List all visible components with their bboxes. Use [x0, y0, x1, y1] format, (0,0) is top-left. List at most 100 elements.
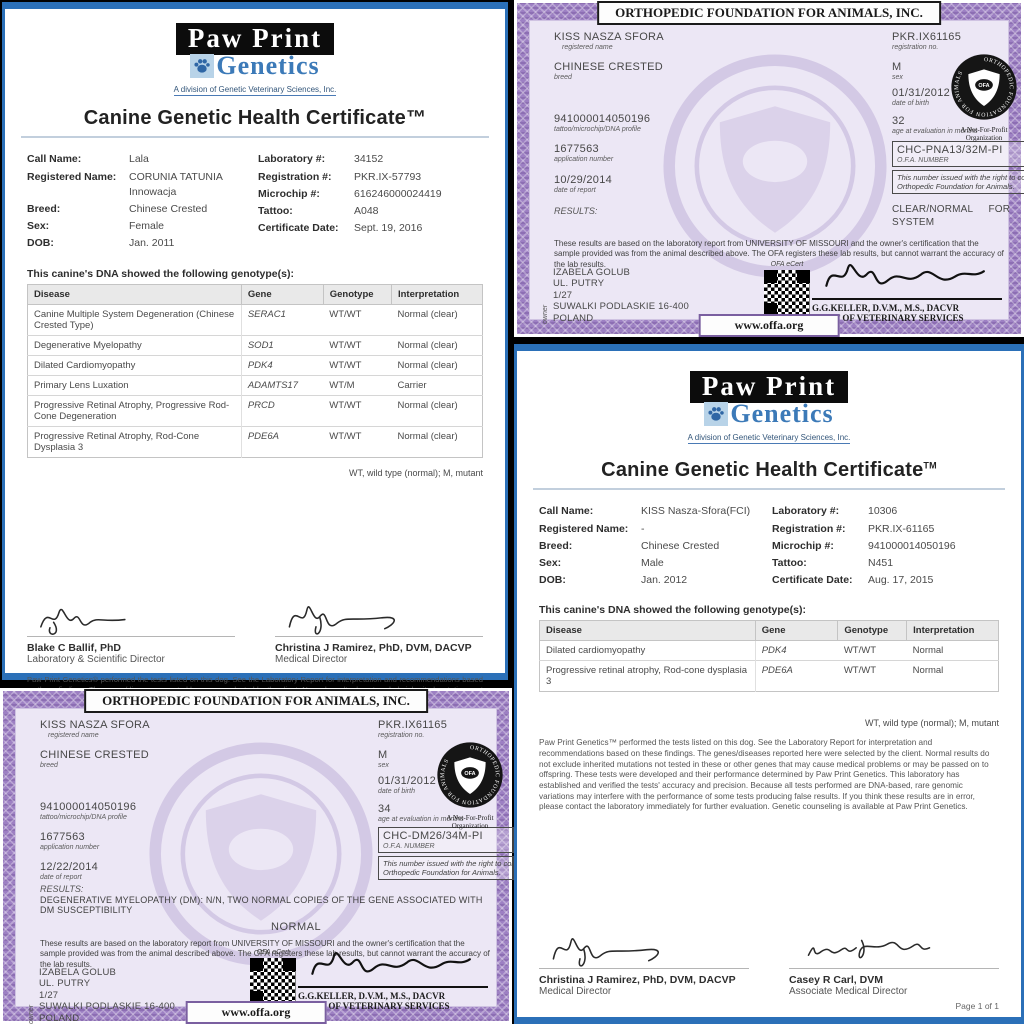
paw-icon: [704, 402, 729, 427]
nonprofit-caption: A Not-For-Profit Organization: [960, 126, 1008, 142]
ofa-watermark-seal: [149, 742, 373, 966]
ofa-certificate-top: ORTHOPEDIC FOUNDATION FOR ANIMALS, INC. …: [514, 0, 1024, 337]
age-months: 34: [378, 803, 391, 815]
field-label: Sex:: [539, 557, 562, 569]
signer-name: Casey R Carl, DVM: [789, 974, 883, 986]
cell-disease: Progressive Retinal Atrophy, Rod-Cone Dy…: [27, 425, 242, 458]
date-of-birth: 01/31/2012: [378, 775, 437, 787]
ofa-number: CHC-DM26/34M-PI: [383, 830, 483, 842]
certificate-title: Canine Genetic Health Certificate™: [83, 107, 427, 130]
field-label: Tattoo:: [258, 205, 293, 217]
genotype-heading: This canine's DNA showed the following g…: [539, 604, 806, 617]
cell-gene: PDE6A: [755, 660, 838, 692]
ofa-number-note: This number issued with the right to cor…: [892, 169, 1024, 194]
sex: M: [892, 61, 902, 73]
breed-label: breed: [554, 73, 572, 81]
ofa-number-label: O.F.A. NUMBER: [897, 156, 949, 164]
field-label: Laboratory #:: [258, 153, 326, 166]
registered-name: KISS NASZA SFORA: [554, 31, 664, 43]
page-number: Page 1 of 1: [955, 1001, 999, 1011]
microchip-profile: 941000014050196: [554, 113, 651, 125]
ecert-label: OFA eCert: [256, 949, 290, 956]
breed: CHINESE CRESTED: [554, 61, 664, 73]
cell-gene: ADAMTS17: [241, 374, 324, 396]
cell-interpretation: Normal (clear): [391, 334, 483, 356]
application-number-label: application number: [40, 843, 100, 851]
field-value: Female: [129, 220, 165, 233]
field-value: Chinese Crested: [129, 203, 208, 215]
cell-disease: Dilated cardiomyopathy: [539, 640, 756, 661]
cell-genotype: WT/M: [323, 374, 392, 396]
signature-christina: [275, 596, 483, 637]
title-divider: [533, 488, 1005, 491]
cell-gene: PDK4: [241, 354, 324, 376]
owner-country: POLAND: [39, 1012, 80, 1024]
qr-code: [764, 270, 810, 316]
field-label: Microchip #:: [772, 539, 834, 552]
table-row: Dilated Cardiomyopathy PDK4 WT/WT Normal (c…: [27, 354, 483, 376]
cell-interpretation: Normal: [906, 640, 999, 661]
results-label: RESULTS:: [554, 206, 598, 216]
field-label: Breed:: [539, 539, 573, 552]
registered-name: KISS NASZA SFORA: [40, 719, 150, 731]
field-label: Call Name:: [27, 153, 82, 166]
column-header-genotype: Genotype: [322, 283, 392, 305]
pawprint-logo-tagline: A division of Genetic Veterinary Science…: [687, 433, 851, 445]
field-value: 34152: [354, 153, 384, 166]
ofa-header: ORTHOPEDIC FOUNDATION FOR ANIMALS, INC.: [597, 1, 941, 25]
field-value: CORUNIA TATUNIA Innowacja: [129, 170, 223, 198]
ofa-website: www.offa.org: [185, 1001, 327, 1024]
owner-name: IZABELA GOLUB: [39, 967, 117, 978]
field-value: 941000014050196: [868, 539, 956, 552]
ofa-website: www.offa.org: [698, 314, 840, 337]
genotype-heading: This canine's DNA showed the following g…: [27, 267, 294, 280]
svg-text:OFA: OFA: [464, 771, 475, 777]
pawprint-logo: Paw Print Genetics A division of Genetic…: [27, 23, 483, 97]
field-value: KISS Nasza-Sfora(FCI): [641, 505, 751, 518]
breed-label: breed: [40, 761, 58, 769]
title-divider: [21, 136, 489, 139]
genotype-table: Disease Gene Genotype Interpretation Dil…: [539, 620, 999, 693]
owner-number: 1/27: [39, 989, 59, 1001]
owner-city: SUWALKI PODLASKIE 16-400: [553, 301, 689, 313]
field-label: DOB:: [539, 574, 566, 587]
cell-interpretation: Normal (clear): [391, 303, 483, 336]
column-header-interpretation: Interpretation: [390, 283, 484, 305]
table-row: Primary Lens Luxation ADAMTS17 WT/M Carrier: [27, 374, 483, 396]
signer-title: Laboratory & Scientific Director: [27, 653, 165, 665]
results-text: CLEAR/NORMAL FOR CANINE MULTIPLE SYSTEM …: [892, 204, 1024, 228]
signature-christina: [539, 928, 749, 969]
owner-label: owner: [28, 1004, 35, 1024]
nonprofit-caption: A Not-For-Profit Organization: [446, 814, 494, 830]
cell-interpretation: Carrier: [391, 374, 483, 396]
cell-genotype: WT/WT: [323, 334, 392, 356]
signature-keller: [298, 943, 488, 988]
lab-note: These results are based on the laborator…: [40, 939, 490, 969]
registered-name-label: registered name: [562, 43, 613, 51]
report-date-label: date of report: [554, 186, 596, 194]
cell-genotype: WT/WT: [323, 394, 392, 427]
cell-gene: PRCD: [241, 394, 324, 427]
report-date: 10/29/2014: [554, 174, 613, 186]
qr-code: [250, 958, 296, 1004]
ofa-number-box: CHC-PNA13/32M-PI O.F.A. NUMBER: [892, 141, 1024, 167]
registration-no: PKR.IX61165: [892, 31, 962, 43]
cell-genotype: WT/WT: [837, 640, 907, 661]
cell-gene: SOD1: [241, 334, 324, 356]
ofa-certificate-bottom: ORTHOPEDIC FOUNDATION FOR ANIMALS, INC. …: [0, 688, 598, 1024]
ofa-signer-title: CHIEF OF VETERINARY SERVICES: [812, 313, 964, 323]
wildtype-legend: WT, wild type (normal); M, mutant: [348, 467, 483, 478]
cell-genotype: WT/WT: [323, 354, 392, 376]
cell-interpretation: Normal (clear): [391, 394, 483, 427]
paw-icon: [190, 54, 215, 79]
registration-no-label: registration no.: [892, 43, 939, 51]
field-label: Microchip #:: [258, 187, 320, 200]
cell-disease: Progressive Retinal Atrophy, Progressive…: [27, 394, 242, 427]
cell-gene: SERAC1: [241, 303, 324, 336]
cell-disease: Canine Multiple System Degeneration (Chi…: [27, 303, 242, 336]
owner-city: SUWALKI PODLASKIE 16-400: [39, 1001, 175, 1013]
field-label: Call Name:: [539, 505, 594, 518]
ofa-signer-name: G.G.KELLER, D.V.M., M.S., DACVR: [298, 991, 446, 1001]
registered-name-label: registered name: [48, 731, 99, 739]
cell-disease: Degenerative Myelopathy: [27, 334, 242, 356]
